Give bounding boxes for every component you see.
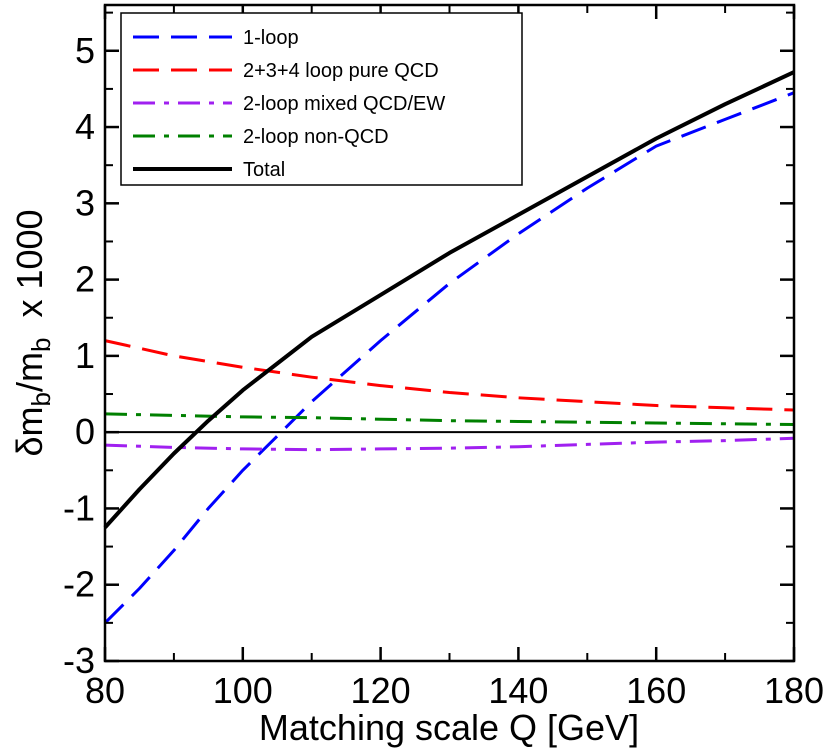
x-tick-label: 80 [85, 670, 125, 711]
y-label-suffix: x 1000 [9, 209, 50, 337]
y-label-delta: δ [9, 436, 50, 456]
x-tick-label: 100 [213, 670, 273, 711]
y-tick-label: 1 [75, 335, 95, 376]
ticks-layer [103, 5, 796, 663]
y-label-sub-b1: b [26, 392, 56, 406]
x-tick-label: 160 [626, 670, 686, 711]
y-label-slash-m: /m [9, 352, 50, 392]
legend-label-2: 2+3+4 loop pure QCD [243, 60, 439, 82]
series-layer [103, 70, 795, 624]
legend-box [120, 12, 523, 186]
series-line-1 [103, 91, 795, 624]
y-axis-title: δmb/mb x 1000 [9, 209, 56, 456]
series-line-3 [104, 436, 795, 452]
y-tick-label: -1 [63, 487, 95, 528]
x-tick-label: 180 [764, 670, 824, 711]
y-tick-label: 0 [75, 411, 95, 452]
y-label-m: m [9, 406, 50, 436]
legend-label-4: 2-loop non-QCD [243, 126, 389, 148]
legend: 1-loop 2+3+4 loop pure QCD 2-loop mixed QC… [120, 12, 523, 186]
series-line-5 [103, 70, 795, 529]
y-tick-label: 4 [75, 106, 95, 147]
legend-label-5: Total [243, 159, 285, 181]
series-line-4 [104, 412, 795, 426]
series-line-2 [104, 339, 795, 412]
legend-label-3: 2-loop mixed QCD/EW [243, 93, 445, 115]
y-tick-label: -2 [63, 564, 95, 605]
x-tick-label: 120 [351, 670, 411, 711]
x-tick-label: 140 [488, 670, 548, 711]
y-tick-label: 5 [75, 30, 95, 71]
tick-labels: 80 100 120 140 160 180 -3 -2 -1 0 1 2 3 4 5 [63, 30, 824, 711]
x-axis-title: Matching scale Q [GeV] [259, 707, 639, 748]
y-tick-label: -3 [63, 640, 95, 681]
y-label-sub-b2: b [26, 338, 56, 352]
y-tick-label: 2 [75, 259, 95, 300]
y-tick-label: 3 [75, 182, 95, 223]
legend-label-1: 1-loop [243, 27, 299, 49]
